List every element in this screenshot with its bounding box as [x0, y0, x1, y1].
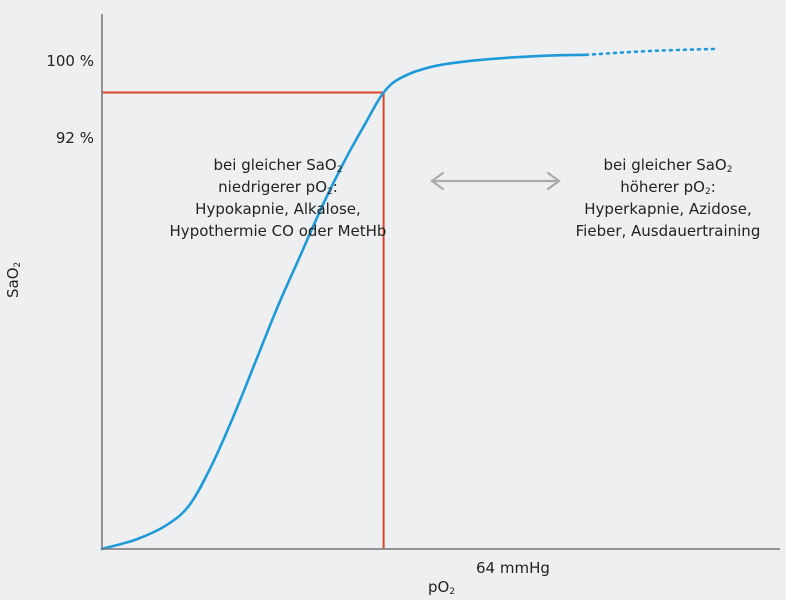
- right-annotation-line2: höherer pO2:: [558, 176, 778, 198]
- saturation-curve-solid: [100, 53, 588, 551]
- right-annotation-line3: Hyperkapnie, Azidose,: [584, 200, 752, 218]
- y-axis-label: SaO2: [2, 262, 24, 298]
- x-axis-label-text: pO: [428, 578, 450, 596]
- left-annotation: bei gleicher SaO2 niedrigerer pO2: Hypok…: [148, 154, 408, 242]
- right-line2-end: :: [710, 178, 716, 196]
- left-line2-text: niedrigerer pO: [218, 178, 328, 196]
- shift-arrow-left-head: [430, 171, 445, 191]
- left-line2-end: :: [332, 178, 338, 196]
- shift-arrow: [430, 171, 561, 191]
- left-annotation-line2: niedrigerer pO2:: [148, 176, 408, 198]
- y-axis-label-text: SaO: [4, 267, 22, 298]
- right-line2-text: höherer pO: [620, 178, 705, 196]
- x-axis-label-sub: 2: [449, 587, 456, 597]
- x-axis-label: pO2: [428, 576, 455, 598]
- left-line1-text: bei gleicher SaO: [213, 156, 337, 174]
- shift-arrow-right-head: [546, 171, 561, 191]
- right-annotation-line1: bei gleicher SaO2: [558, 154, 778, 176]
- y-axis-label-sub: 2: [13, 261, 23, 268]
- right-annotation: bei gleicher SaO2 höherer pO2: Hyperkapn…: [558, 154, 778, 242]
- left-annotation-line4: Hypothermie CO oder MetHb: [169, 222, 387, 240]
- right-line1-sub: 2: [726, 165, 733, 175]
- left-line1-sub: 2: [336, 165, 343, 175]
- saturation-curve-dotted: [584, 47, 720, 57]
- y-tick-100: 100 %: [46, 52, 94, 70]
- right-line2-sub: 2: [704, 187, 711, 197]
- right-line1-text: bei gleicher SaO: [603, 156, 727, 174]
- right-annotation-line4: Fieber, Ausdauertraining: [575, 222, 761, 240]
- left-annotation-line1: bei gleicher SaO2: [148, 154, 408, 176]
- left-line2-sub: 2: [327, 187, 333, 197]
- x-tick-64: 64 mmHg: [476, 559, 550, 577]
- y-tick-92: 92 %: [55, 129, 94, 147]
- left-annotation-line3: Hypokapnie, Alkalose,: [195, 200, 361, 218]
